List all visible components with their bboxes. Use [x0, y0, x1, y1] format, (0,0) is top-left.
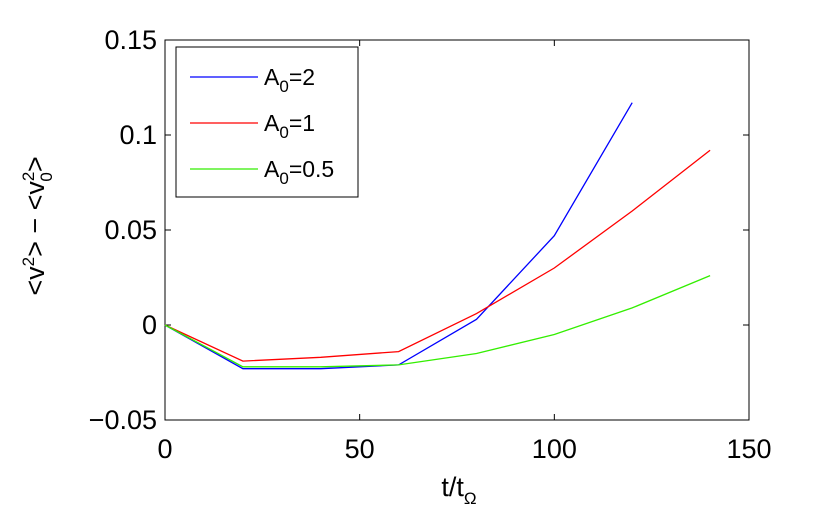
- x-tick-label: 0: [157, 434, 172, 464]
- legend-label: A0=0.5: [264, 156, 334, 188]
- legend-label: A0=2: [264, 64, 315, 96]
- y-tick-label: 0.1: [119, 120, 157, 150]
- series-line: [164, 149, 711, 362]
- x-axis-title: t/tΩ: [441, 472, 476, 508]
- series-line: [164, 274, 711, 368]
- legend-label: A0=1: [264, 110, 315, 142]
- legend-box: [175, 46, 359, 198]
- y-axis-title: <v2> − <v20>: [19, 156, 56, 295]
- x-tick-label: 100: [532, 434, 577, 464]
- x-tick-label: 50: [345, 434, 375, 464]
- y-tick-label: 0.05: [104, 215, 157, 245]
- y-tick-label: 0: [142, 310, 157, 340]
- y-tick-label: −0.05: [89, 405, 157, 435]
- x-tick-label: 150: [726, 434, 771, 464]
- y-tick-label: 0.15: [104, 25, 157, 55]
